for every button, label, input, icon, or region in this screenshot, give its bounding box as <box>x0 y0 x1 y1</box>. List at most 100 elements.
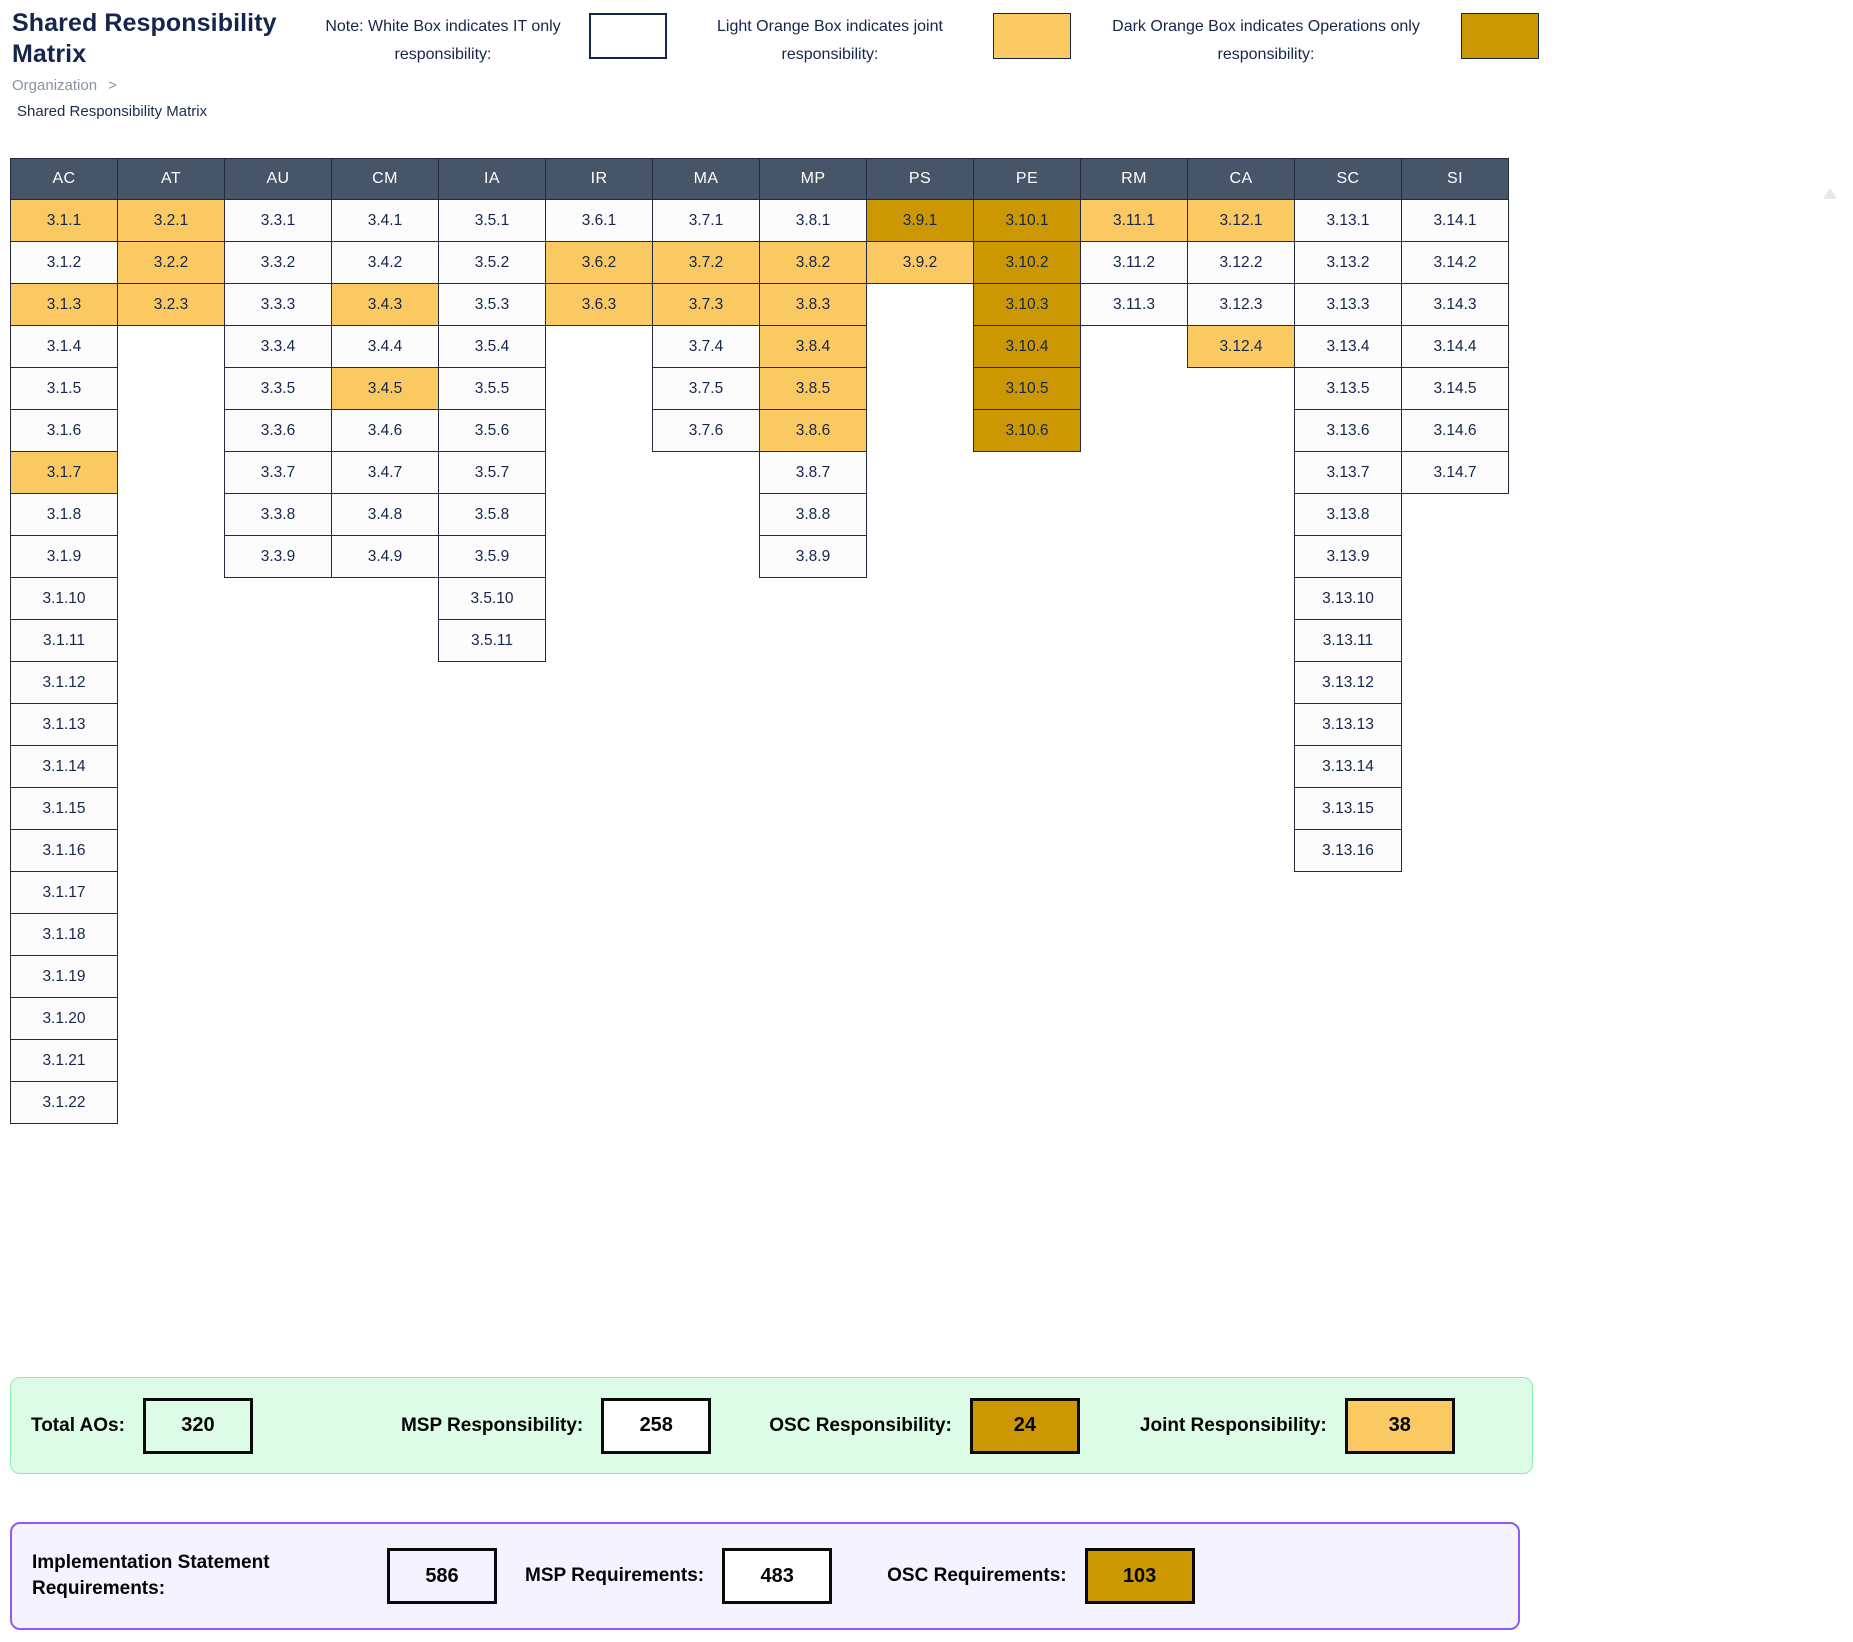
matrix-cell-3.3.7[interactable]: 3.3.7 <box>224 451 332 494</box>
matrix-cell-3.1.4[interactable]: 3.1.4 <box>10 325 118 368</box>
matrix-cell-3.14.4[interactable]: 3.14.4 <box>1401 325 1509 368</box>
matrix-cell-3.1.10[interactable]: 3.1.10 <box>10 577 118 620</box>
matrix-cell-3.1.13[interactable]: 3.1.13 <box>10 703 118 746</box>
matrix-cell-3.13.1[interactable]: 3.13.1 <box>1294 199 1402 242</box>
matrix-cell-3.6.1[interactable]: 3.6.1 <box>545 199 653 242</box>
matrix-cell-3.6.3[interactable]: 3.6.3 <box>545 283 653 326</box>
matrix-cell-3.5.6[interactable]: 3.5.6 <box>438 409 546 452</box>
matrix-cell-3.10.6[interactable]: 3.10.6 <box>973 409 1081 452</box>
matrix-cell-3.1.20[interactable]: 3.1.20 <box>10 997 118 1040</box>
matrix-cell-3.3.3[interactable]: 3.3.3 <box>224 283 332 326</box>
matrix-cell-3.3.6[interactable]: 3.3.6 <box>224 409 332 452</box>
matrix-cell-3.13.13[interactable]: 3.13.13 <box>1294 703 1402 746</box>
matrix-cell-3.13.16[interactable]: 3.13.16 <box>1294 829 1402 872</box>
matrix-cell-3.5.7[interactable]: 3.5.7 <box>438 451 546 494</box>
matrix-cell-3.3.2[interactable]: 3.3.2 <box>224 241 332 284</box>
breadcrumb-organization-link[interactable]: Organization <box>12 77 98 94</box>
matrix-cell-3.13.8[interactable]: 3.13.8 <box>1294 493 1402 536</box>
matrix-cell-3.1.18[interactable]: 3.1.18 <box>10 913 118 956</box>
matrix-cell-3.3.8[interactable]: 3.3.8 <box>224 493 332 536</box>
matrix-cell-3.7.1[interactable]: 3.7.1 <box>652 199 760 242</box>
matrix-cell-3.12.4[interactable]: 3.12.4 <box>1187 325 1295 368</box>
matrix-cell-3.4.8[interactable]: 3.4.8 <box>331 493 439 536</box>
matrix-cell-3.8.3[interactable]: 3.8.3 <box>759 283 867 326</box>
matrix-cell-3.4.6[interactable]: 3.4.6 <box>331 409 439 452</box>
matrix-cell-3.4.2[interactable]: 3.4.2 <box>331 241 439 284</box>
matrix-cell-3.14.1[interactable]: 3.14.1 <box>1401 199 1509 242</box>
matrix-cell-3.8.1[interactable]: 3.8.1 <box>759 199 867 242</box>
matrix-cell-3.8.8[interactable]: 3.8.8 <box>759 493 867 536</box>
matrix-cell-3.14.7[interactable]: 3.14.7 <box>1401 451 1509 494</box>
matrix-cell-3.8.4[interactable]: 3.8.4 <box>759 325 867 368</box>
matrix-cell-3.7.4[interactable]: 3.7.4 <box>652 325 760 368</box>
matrix-cell-3.8.5[interactable]: 3.8.5 <box>759 367 867 410</box>
matrix-cell-3.2.3[interactable]: 3.2.3 <box>117 283 225 326</box>
matrix-cell-3.5.2[interactable]: 3.5.2 <box>438 241 546 284</box>
matrix-cell-3.4.3[interactable]: 3.4.3 <box>331 283 439 326</box>
matrix-cell-3.5.4[interactable]: 3.5.4 <box>438 325 546 368</box>
matrix-cell-3.10.5[interactable]: 3.10.5 <box>973 367 1081 410</box>
matrix-cell-3.1.2[interactable]: 3.1.2 <box>10 241 118 284</box>
matrix-cell-3.1.7[interactable]: 3.1.7 <box>10 451 118 494</box>
matrix-cell-3.1.8[interactable]: 3.1.8 <box>10 493 118 536</box>
matrix-cell-3.4.4[interactable]: 3.4.4 <box>331 325 439 368</box>
matrix-cell-3.11.1[interactable]: 3.11.1 <box>1080 199 1188 242</box>
matrix-cell-3.13.4[interactable]: 3.13.4 <box>1294 325 1402 368</box>
matrix-cell-3.1.3[interactable]: 3.1.3 <box>10 283 118 326</box>
matrix-cell-3.3.1[interactable]: 3.3.1 <box>224 199 332 242</box>
matrix-cell-3.8.9[interactable]: 3.8.9 <box>759 535 867 578</box>
matrix-cell-3.1.12[interactable]: 3.1.12 <box>10 661 118 704</box>
matrix-cell-3.1.11[interactable]: 3.1.11 <box>10 619 118 662</box>
matrix-cell-3.1.22[interactable]: 3.1.22 <box>10 1081 118 1124</box>
matrix-cell-3.10.4[interactable]: 3.10.4 <box>973 325 1081 368</box>
matrix-cell-3.3.9[interactable]: 3.3.9 <box>224 535 332 578</box>
scrollbar-up-arrow-icon[interactable] <box>1823 188 1837 199</box>
matrix-cell-3.2.2[interactable]: 3.2.2 <box>117 241 225 284</box>
matrix-cell-3.7.6[interactable]: 3.7.6 <box>652 409 760 452</box>
matrix-cell-3.1.6[interactable]: 3.1.6 <box>10 409 118 452</box>
matrix-cell-3.1.21[interactable]: 3.1.21 <box>10 1039 118 1082</box>
matrix-cell-3.7.2[interactable]: 3.7.2 <box>652 241 760 284</box>
matrix-cell-3.7.5[interactable]: 3.7.5 <box>652 367 760 410</box>
matrix-cell-3.12.3[interactable]: 3.12.3 <box>1187 283 1295 326</box>
matrix-cell-3.10.2[interactable]: 3.10.2 <box>973 241 1081 284</box>
matrix-cell-3.1.19[interactable]: 3.1.19 <box>10 955 118 998</box>
matrix-cell-3.5.9[interactable]: 3.5.9 <box>438 535 546 578</box>
matrix-cell-3.14.2[interactable]: 3.14.2 <box>1401 241 1509 284</box>
matrix-cell-3.12.2[interactable]: 3.12.2 <box>1187 241 1295 284</box>
matrix-cell-3.9.1[interactable]: 3.9.1 <box>866 199 974 242</box>
matrix-cell-3.13.2[interactable]: 3.13.2 <box>1294 241 1402 284</box>
matrix-cell-3.13.5[interactable]: 3.13.5 <box>1294 367 1402 410</box>
matrix-cell-3.2.1[interactable]: 3.2.1 <box>117 199 225 242</box>
matrix-cell-3.1.16[interactable]: 3.1.16 <box>10 829 118 872</box>
matrix-cell-3.3.4[interactable]: 3.3.4 <box>224 325 332 368</box>
matrix-cell-3.1.9[interactable]: 3.1.9 <box>10 535 118 578</box>
matrix-cell-3.1.1[interactable]: 3.1.1 <box>10 199 118 242</box>
matrix-cell-3.5.1[interactable]: 3.5.1 <box>438 199 546 242</box>
matrix-cell-3.1.5[interactable]: 3.1.5 <box>10 367 118 410</box>
matrix-cell-3.4.5[interactable]: 3.4.5 <box>331 367 439 410</box>
matrix-cell-3.13.12[interactable]: 3.13.12 <box>1294 661 1402 704</box>
matrix-cell-3.4.9[interactable]: 3.4.9 <box>331 535 439 578</box>
matrix-cell-3.13.10[interactable]: 3.13.10 <box>1294 577 1402 620</box>
matrix-cell-3.8.7[interactable]: 3.8.7 <box>759 451 867 494</box>
matrix-cell-3.12.1[interactable]: 3.12.1 <box>1187 199 1295 242</box>
matrix-cell-3.6.2[interactable]: 3.6.2 <box>545 241 653 284</box>
matrix-cell-3.4.7[interactable]: 3.4.7 <box>331 451 439 494</box>
matrix-cell-3.5.3[interactable]: 3.5.3 <box>438 283 546 326</box>
matrix-cell-3.7.3[interactable]: 3.7.3 <box>652 283 760 326</box>
matrix-cell-3.13.14[interactable]: 3.13.14 <box>1294 745 1402 788</box>
matrix-cell-3.11.2[interactable]: 3.11.2 <box>1080 241 1188 284</box>
matrix-cell-3.5.5[interactable]: 3.5.5 <box>438 367 546 410</box>
matrix-cell-3.13.9[interactable]: 3.13.9 <box>1294 535 1402 578</box>
matrix-cell-3.13.15[interactable]: 3.13.15 <box>1294 787 1402 830</box>
matrix-cell-3.14.3[interactable]: 3.14.3 <box>1401 283 1509 326</box>
matrix-cell-3.13.7[interactable]: 3.13.7 <box>1294 451 1402 494</box>
matrix-cell-3.5.11[interactable]: 3.5.11 <box>438 619 546 662</box>
matrix-cell-3.10.3[interactable]: 3.10.3 <box>973 283 1081 326</box>
matrix-cell-3.1.14[interactable]: 3.1.14 <box>10 745 118 788</box>
matrix-cell-3.8.2[interactable]: 3.8.2 <box>759 241 867 284</box>
matrix-cell-3.9.2[interactable]: 3.9.2 <box>866 241 974 284</box>
matrix-cell-3.3.5[interactable]: 3.3.5 <box>224 367 332 410</box>
matrix-cell-3.13.3[interactable]: 3.13.3 <box>1294 283 1402 326</box>
